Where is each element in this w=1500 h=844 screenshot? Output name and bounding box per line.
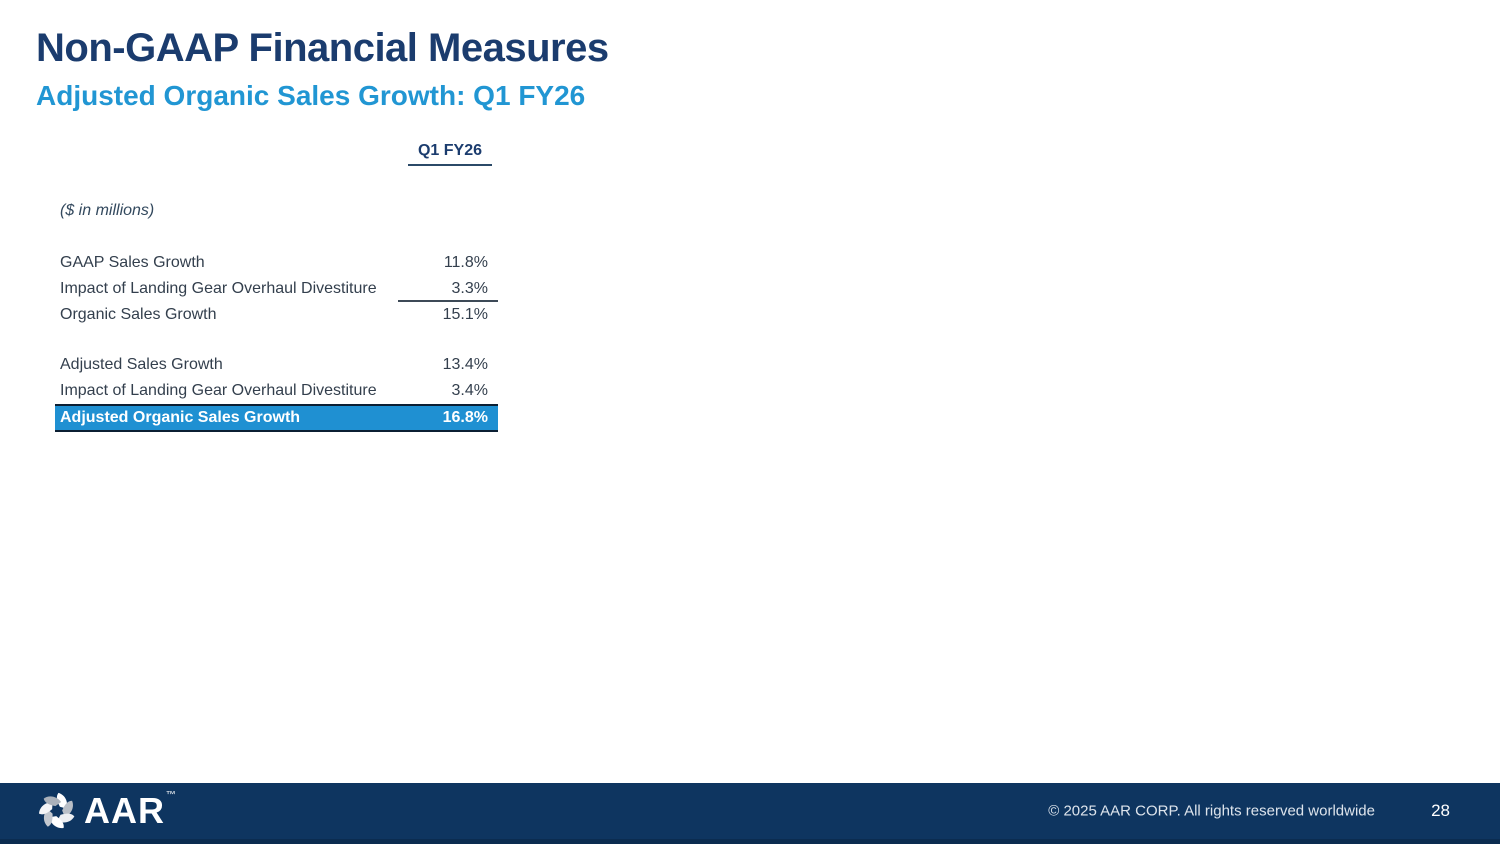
aar-logo: AAR™ [36, 790, 176, 832]
page-subtitle: Adjusted Organic Sales Growth: Q1 FY26 [36, 80, 586, 111]
units-note: ($ in millions) [60, 202, 155, 219]
highlight-row-label: Adjusted Organic Sales Growth [60, 409, 301, 426]
row-value: 3.4% [451, 382, 488, 399]
table-section-gaap: GAAP Sales Growth 11.8% Impact of Landin… [55, 250, 498, 328]
row-value: 3.3% [398, 276, 498, 302]
row-value: 15.1% [442, 306, 488, 323]
table-row: Impact of Landing Gear Overhaul Divestit… [55, 378, 498, 404]
table-row: Impact of Landing Gear Overhaul Divestit… [55, 276, 498, 302]
row-value: 11.8% [443, 254, 488, 271]
highlight-row: Adjusted Organic Sales Growth 16.8% [55, 404, 498, 432]
page-title: Non-GAAP Financial Measures [36, 26, 609, 70]
sales-growth-table: Q1 FY26 ($ in millions) GAAP Sales Growt… [55, 142, 498, 432]
table-row: GAAP Sales Growth 11.8% [55, 250, 498, 276]
row-label: Impact of Landing Gear Overhaul Divestit… [60, 382, 377, 399]
highlight-row-value: 16.8% [442, 409, 488, 426]
table-row: Adjusted Sales Growth 13.4% [55, 352, 498, 378]
page-number: 28 [1431, 801, 1450, 820]
row-label: Adjusted Sales Growth [60, 356, 223, 373]
footer-bar: AAR™ © 2025 AAR CORP. All rights reserve… [0, 783, 1500, 844]
row-label: Impact of Landing Gear Overhaul Divestit… [60, 280, 377, 297]
column-header-q1-fy26: Q1 FY26 [408, 142, 492, 166]
aar-logo-text: AAR™ [84, 790, 177, 831]
row-label: GAAP Sales Growth [60, 254, 205, 271]
table-row: Organic Sales Growth 15.1% [55, 302, 498, 328]
row-value: 13.4% [442, 356, 488, 373]
row-label: Organic Sales Growth [60, 306, 217, 323]
aar-pinwheel-icon [39, 792, 75, 829]
trademark-symbol: ™ [166, 790, 177, 801]
copyright-text: © 2025 AAR CORP. All rights reserved wor… [1048, 802, 1375, 820]
table-section-adjusted: Adjusted Sales Growth 13.4% Impact of La… [55, 352, 498, 404]
